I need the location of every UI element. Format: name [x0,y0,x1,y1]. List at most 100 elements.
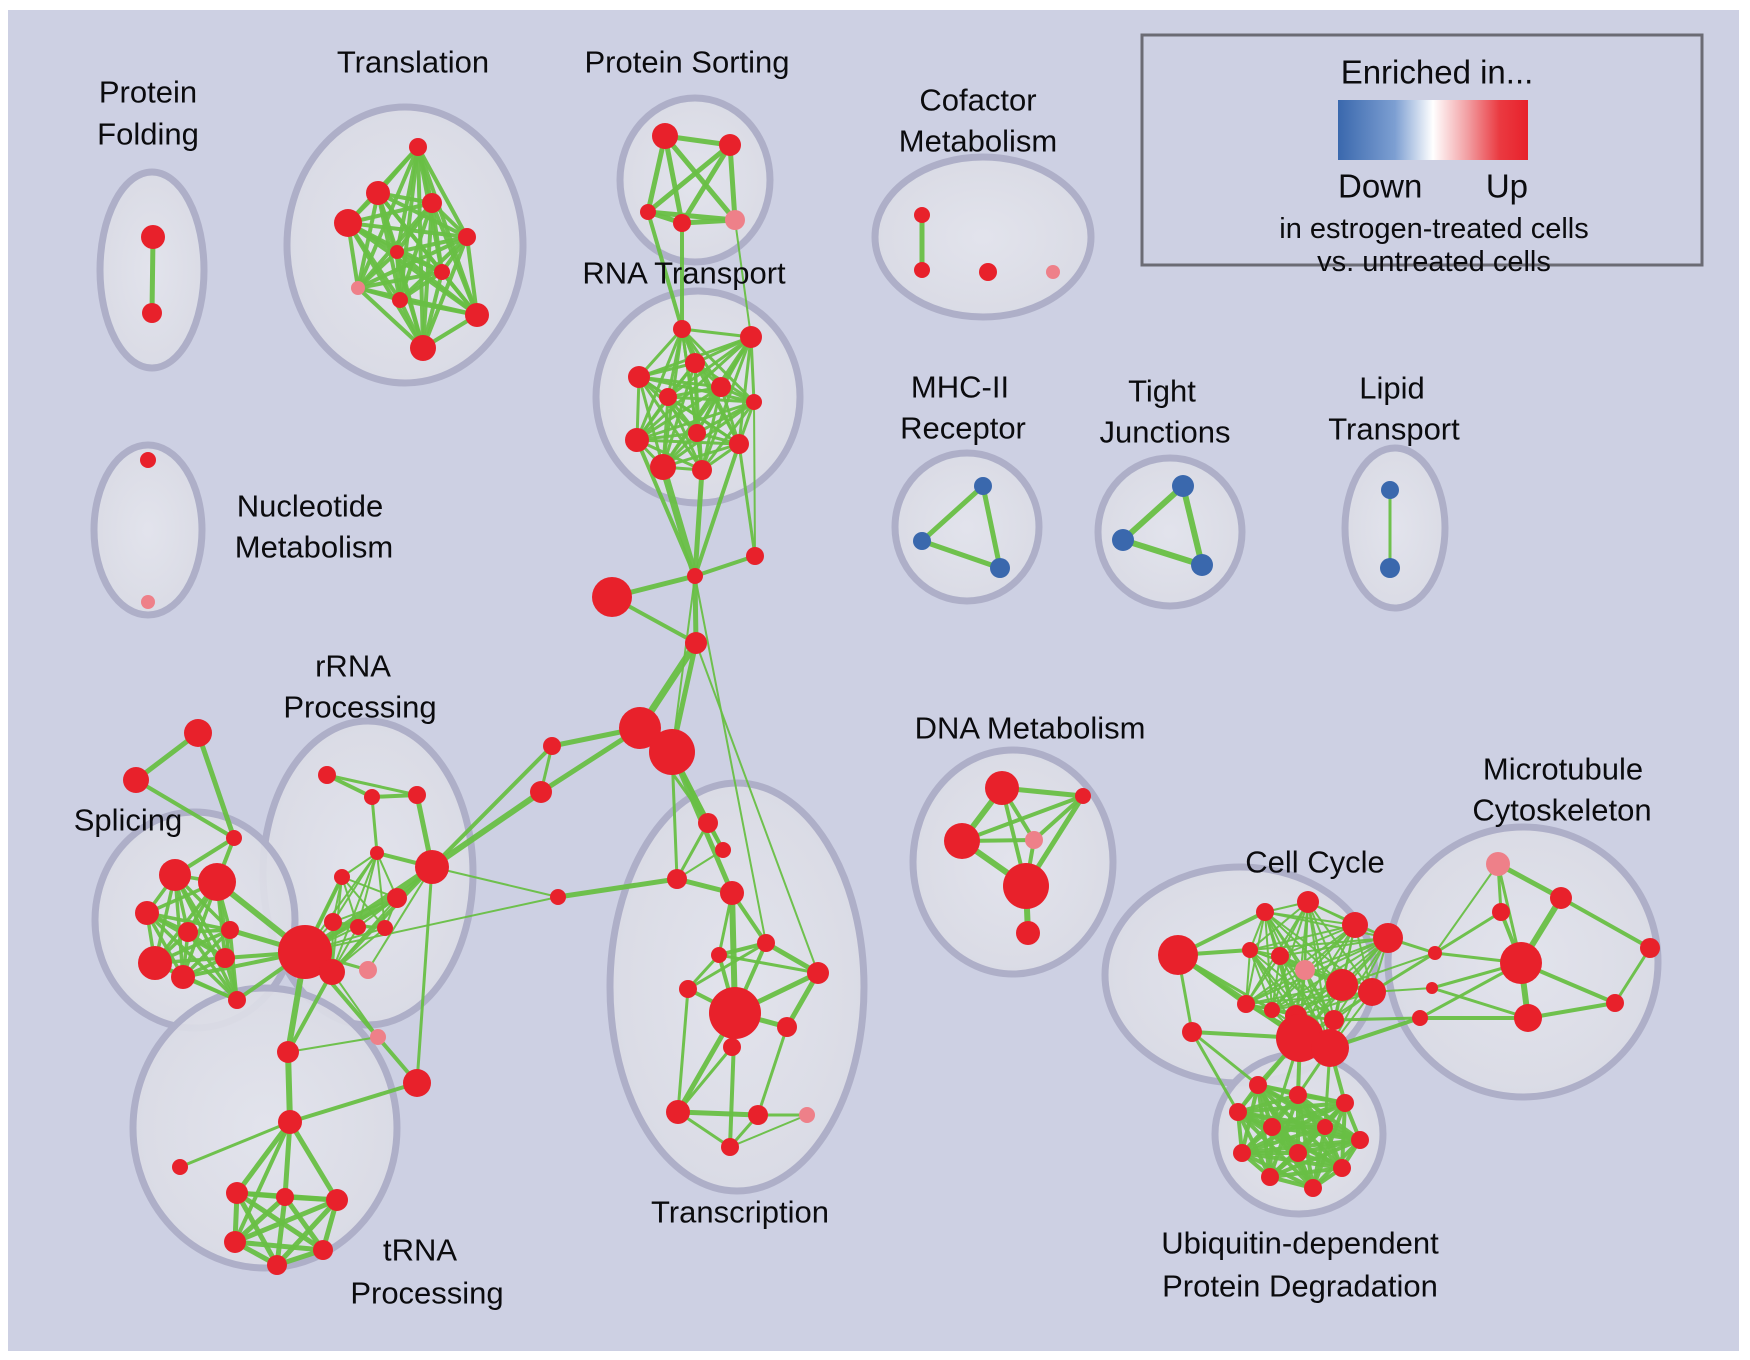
graph-node [715,842,731,858]
graph-edge [756,1025,789,1117]
graph-node [592,577,632,617]
graph-edge [737,442,757,558]
graph-node [777,1017,797,1037]
cluster-ellipse-mhc-ii-receptor [891,449,1043,605]
graph-edge [1236,1101,1347,1114]
graph-node [226,1182,248,1204]
graph-edge [1245,969,1306,1005]
graph-node [1249,1076,1267,1094]
graph-node [711,947,727,963]
graph-edge [287,1036,379,1053]
graph-node [640,204,656,220]
graph-edge [325,773,419,797]
graph-edge [1120,537,1205,568]
graph-edge [376,852,386,929]
graph-edge [635,438,741,446]
graph-node [1500,942,1542,984]
graph-edge [635,438,697,578]
graph-edge [357,852,378,928]
graph-node [409,138,427,156]
graph-edge [232,1197,340,1245]
graph-edge [717,953,820,975]
graph-node [1358,978,1386,1006]
node-layer [123,123,1660,1275]
graph-node [408,786,426,804]
graph-edge [232,1239,326,1253]
graph-node [1112,529,1134,551]
graph-node [178,922,198,942]
graph-edge [662,133,738,223]
graph-edge [416,145,469,239]
graph-edge [1279,937,1389,957]
graph-edge [1245,949,1251,1005]
graph-node [1256,903,1274,921]
graph-edge [287,1119,340,1203]
cluster-label-protein-folding: Folding [97,117,199,152]
graph-node [1351,1131,1369,1149]
graph-edge [465,235,479,317]
graph-node [990,558,1010,578]
graph-node [985,771,1019,805]
graph-node [1046,265,1060,279]
cluster-ellipse-cofactor-metabolism [871,153,1095,321]
graph-edge [395,250,444,274]
graph-node [688,424,706,442]
graph-node [1237,995,1255,1013]
graph-node [944,823,980,859]
graph-node [1640,938,1660,958]
graph-node [698,813,718,833]
cluster-label-protein-sorting: Protein Sorting [584,45,789,80]
graph-node [465,303,489,327]
graph-edge [695,642,819,974]
graph-node [1373,923,1403,953]
cluster-label-cell-cycle: Cell Cycle [1245,845,1385,880]
graph-node [550,889,566,905]
cluster-label-cofactor-metabolism: Cofactor [919,83,1036,118]
graph-edge [659,463,699,580]
graph-edge [195,730,237,841]
graph-edge [1271,991,1373,1011]
graph-edge [734,219,752,338]
graph-edge [1279,924,1356,957]
graph-edge [1120,483,1186,543]
graph-edge [637,375,756,404]
cluster-label-rrna-processing: rRNA [315,649,391,684]
graph-node [458,228,476,246]
graph-edge [1249,901,1309,951]
graph-edge [178,1120,292,1169]
cluster-ellipse-lipid-transport [1341,444,1449,612]
graph-edge [753,401,756,557]
graph-node [628,366,650,388]
graph-edge [1341,952,1436,986]
graph-edge [662,133,685,226]
graph-edge [288,1081,419,1124]
graph-node [1606,994,1624,1012]
cluster-label-trna-processing: tRNA [383,1233,457,1268]
graph-node [1289,1086,1307,1104]
graph-edge [429,789,544,870]
graph-edge [395,250,479,317]
graph-edge [356,286,425,350]
graph-edge [431,866,559,898]
graph-node [1289,1144,1307,1162]
graph-edge [1249,924,1356,951]
graph-edge [692,573,699,646]
graph-edge [676,1045,734,1114]
legend-title: Enriched in... [1341,54,1534,91]
graph-node [141,225,165,249]
graph-node [135,901,159,925]
graph-node [1233,1144,1251,1162]
graph-edge [679,142,733,226]
graph-edge [149,234,156,316]
graph-node [709,987,761,1039]
cluster-ellipse-layer [90,94,1662,1272]
graph-node [387,888,407,908]
graph-edge [421,235,469,350]
graph-node [679,980,697,998]
graph-edge [919,483,986,544]
graph-node [351,281,365,295]
graph-edge [1268,1166,1344,1179]
graph-edge [228,928,239,1002]
graph-edge [692,467,705,579]
graph-node [725,210,745,230]
